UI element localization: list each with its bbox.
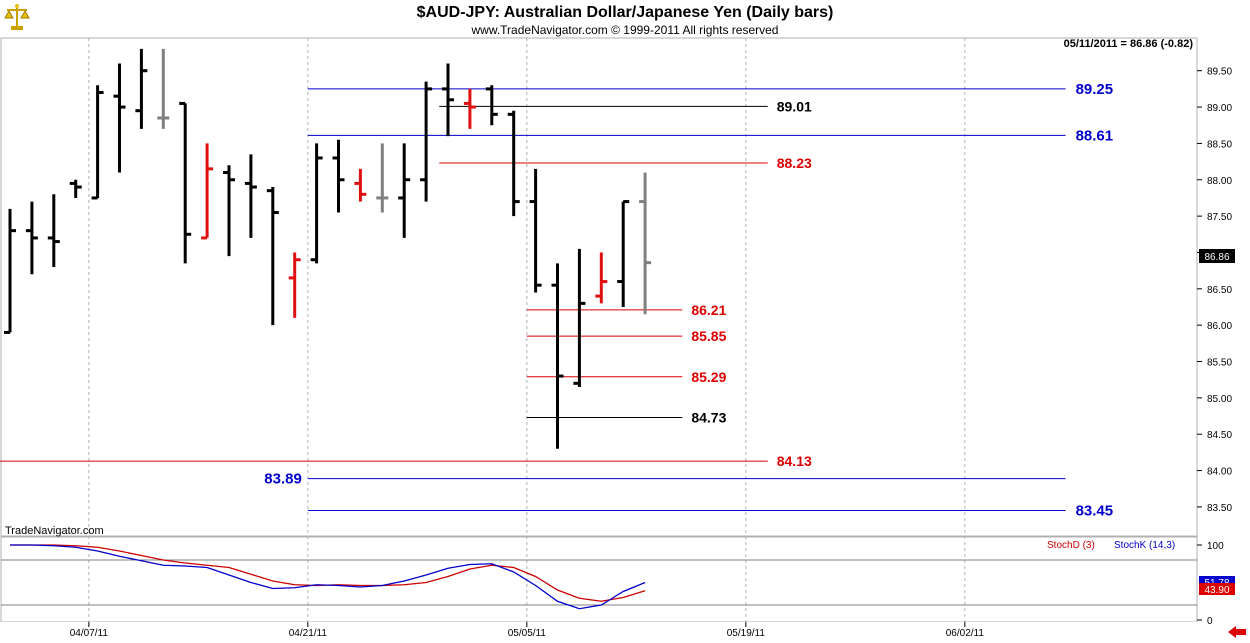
last-price-label: 86.86 [1204, 252, 1229, 263]
legend-stochk: StochK (14,3) [1114, 540, 1175, 551]
level-label: 85.29 [691, 369, 726, 385]
stochd-value-box: 43.90 [1199, 583, 1235, 596]
level-label: 83.89 [264, 471, 302, 488]
price-tick-label: 86.00 [1207, 321, 1232, 332]
watermark: TradeNavigator.com [5, 525, 104, 537]
level-label: 84.13 [777, 453, 812, 469]
level-label: 88.23 [777, 155, 812, 171]
price-tick-label: 86.50 [1207, 285, 1232, 296]
level-label: 86.21 [691, 302, 726, 318]
stoch-tick-label: 100 [1207, 541, 1224, 552]
price-tick-label: 87.50 [1207, 212, 1232, 223]
price-tick-label: 89.50 [1207, 67, 1232, 78]
date-tick-label: 04/07/11 [70, 628, 109, 639]
stoch-series-line [10, 544, 646, 610]
last-price-marker: 86.86 [1199, 249, 1235, 263]
price-tick-label: 83.50 [1207, 503, 1232, 514]
price-tick-label: 85.00 [1207, 394, 1232, 405]
level-label: 89.01 [777, 98, 812, 114]
stochastic-panel [0, 536, 1198, 623]
support-resistance-levels: 89.25 89.01 88.61 88.23 86.21 85.85 85.29 84.73… [0, 81, 1113, 520]
price-tick-label: 89.00 [1207, 103, 1232, 114]
date-tick-label: 04/21/11 [289, 628, 328, 639]
level-label: 83.45 [1076, 503, 1114, 520]
date-axis-ticks: 04/07/11 04/21/11 05/05/11 05/19/11 06/02/11 [70, 622, 985, 639]
legend-stochd: StochD (3) [1047, 540, 1095, 551]
price-bars [4, 48, 652, 449]
price-tick-label: 85.50 [1207, 358, 1232, 369]
last-quote: 05/11/2011 = 86.86 (-0.82) [1064, 38, 1194, 50]
chart-title: $AUD-JPY: Australian Dollar/Japanese Yen… [417, 4, 834, 21]
price-tick-label: 84.50 [1207, 430, 1232, 441]
scales-icon[interactable] [4, 2, 30, 32]
level-label: 84.73 [691, 409, 726, 425]
date-tick-label: 05/19/11 [727, 628, 766, 639]
svg-text:43.90: 43.90 [1204, 585, 1229, 596]
level-label: 89.25 [1076, 81, 1114, 98]
stochastic-lines: 0 100 [1, 541, 1224, 627]
price-tick-label: 84.00 [1207, 467, 1232, 478]
date-tick-label: 05/05/11 [508, 628, 547, 639]
price-panel [0, 37, 1198, 537]
date-axis [0, 622, 1250, 643]
level-label: 88.61 [1076, 127, 1114, 144]
stoch-tick-label: 0 [1207, 616, 1213, 627]
price-tick-label: 88.00 [1207, 176, 1232, 187]
left-arrow-icon[interactable] [1226, 624, 1248, 640]
price-axis-ticks: 83.5084.0084.5085.0085.5086.0086.5087.00… [1197, 67, 1232, 514]
date-tick-label: 06/02/11 [946, 628, 985, 639]
level-label: 85.85 [691, 328, 726, 344]
price-tick-label: 88.50 [1207, 139, 1232, 150]
copyright-text: www.TradeNavigator.com © 1999-2011 All r… [471, 23, 779, 37]
